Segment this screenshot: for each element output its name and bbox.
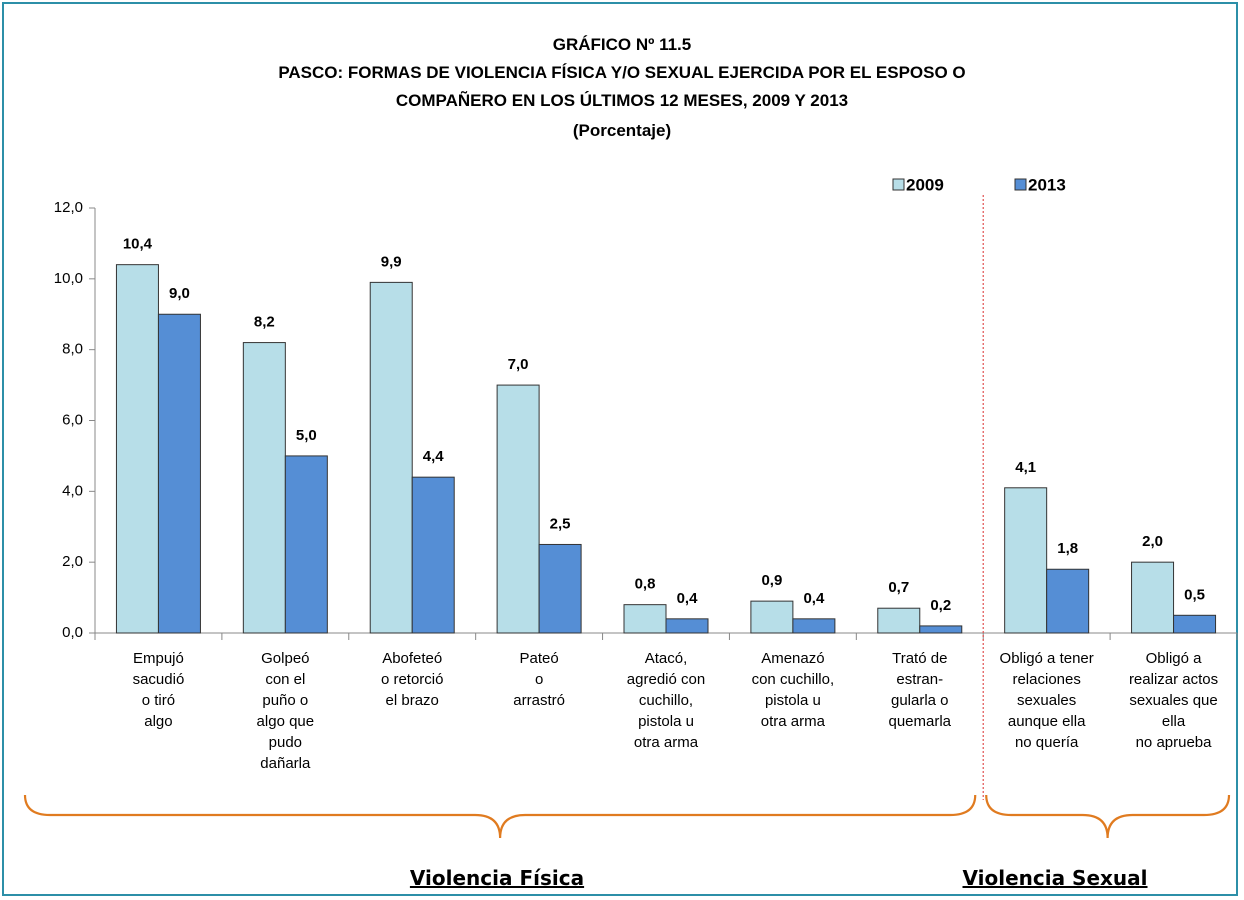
bar xyxy=(284,455,328,634)
bar xyxy=(877,607,921,634)
x-tick-label: Obligó a tener relaciones sexuales aunqu… xyxy=(999,650,1094,751)
value-label: 2,5 xyxy=(550,515,571,532)
y-tick-label: 8,0 xyxy=(62,341,83,358)
y-tick-label: 0,0 xyxy=(62,624,83,641)
bar xyxy=(242,342,286,634)
value-label: 4,4 xyxy=(423,448,445,465)
y-tick-label: 6,0 xyxy=(62,411,83,428)
bar xyxy=(369,281,413,634)
legend-swatch xyxy=(892,178,905,191)
value-label: 0,7 xyxy=(888,579,909,596)
value-label: 5,0 xyxy=(296,427,317,444)
value-label: 0,2 xyxy=(930,597,951,614)
value-label: 0,4 xyxy=(803,590,825,607)
x-tick-label: Pateó o arrastró xyxy=(513,650,565,709)
x-tick-label: Golpeó con el puño o algo que pudo dañar… xyxy=(256,650,315,772)
bar xyxy=(1173,614,1217,634)
bar xyxy=(792,618,836,634)
value-label: 0,5 xyxy=(1184,586,1205,603)
value-label: 0,8 xyxy=(635,576,656,593)
group-bracket xyxy=(985,794,1231,839)
x-tick-label: Empujó sacudió o tiró algo xyxy=(132,650,185,730)
chart-title: GRÁFICO Nº 11.5 xyxy=(552,35,692,54)
bar xyxy=(157,313,201,634)
x-tick-label: Abofeteó o retorció el brazo xyxy=(380,650,444,709)
group-label: Violencia Sexual xyxy=(962,866,1148,890)
value-label: 9,0 xyxy=(169,285,190,302)
bar xyxy=(1131,561,1175,634)
x-tick-label: Amenazó con cuchillo, pistola u otra arm… xyxy=(751,650,835,730)
y-tick-label: 2,0 xyxy=(62,553,83,570)
legend-swatch xyxy=(1014,178,1027,191)
value-label: 10,4 xyxy=(123,236,153,253)
x-tick-label: Trató de estran- gularla o quemarla xyxy=(888,650,952,730)
y-tick-label: 12,0 xyxy=(54,199,83,216)
bar xyxy=(538,543,582,634)
y-tick-label: 10,0 xyxy=(54,270,83,287)
bar xyxy=(496,384,540,634)
bar xyxy=(1046,568,1090,634)
y-tick-label: 4,0 xyxy=(62,482,83,499)
value-label: 0,9 xyxy=(761,572,782,589)
bar xyxy=(411,476,455,634)
legend-label: 2009 xyxy=(906,175,944,194)
bar xyxy=(1004,487,1048,634)
value-label: 4,1 xyxy=(1015,459,1036,476)
x-tick-label: Atacó, agredió con cuchillo, pistola u o… xyxy=(626,650,706,751)
value-label: 7,0 xyxy=(508,356,529,373)
bar xyxy=(919,625,963,634)
value-label: 8,2 xyxy=(254,314,275,331)
bar xyxy=(115,264,159,634)
group-label: Violencia Física xyxy=(409,866,585,890)
bar xyxy=(750,600,794,634)
chart-units: (Porcentaje) xyxy=(572,121,672,140)
bar xyxy=(623,604,667,634)
value-label: 9,9 xyxy=(381,253,402,270)
group-bracket xyxy=(23,794,977,839)
bar xyxy=(665,618,709,634)
legend-label: 2013 xyxy=(1028,175,1066,194)
value-label: 0,4 xyxy=(677,590,699,607)
value-label: 2,0 xyxy=(1142,533,1163,550)
x-tick-label: Obligó a realizar actos sexuales que ell… xyxy=(1128,650,1219,751)
value-label: 1,8 xyxy=(1057,540,1078,557)
chart-subtitle: PASCO: FORMAS DE VIOLENCIA FÍSICA Y/O SE… xyxy=(278,63,966,110)
